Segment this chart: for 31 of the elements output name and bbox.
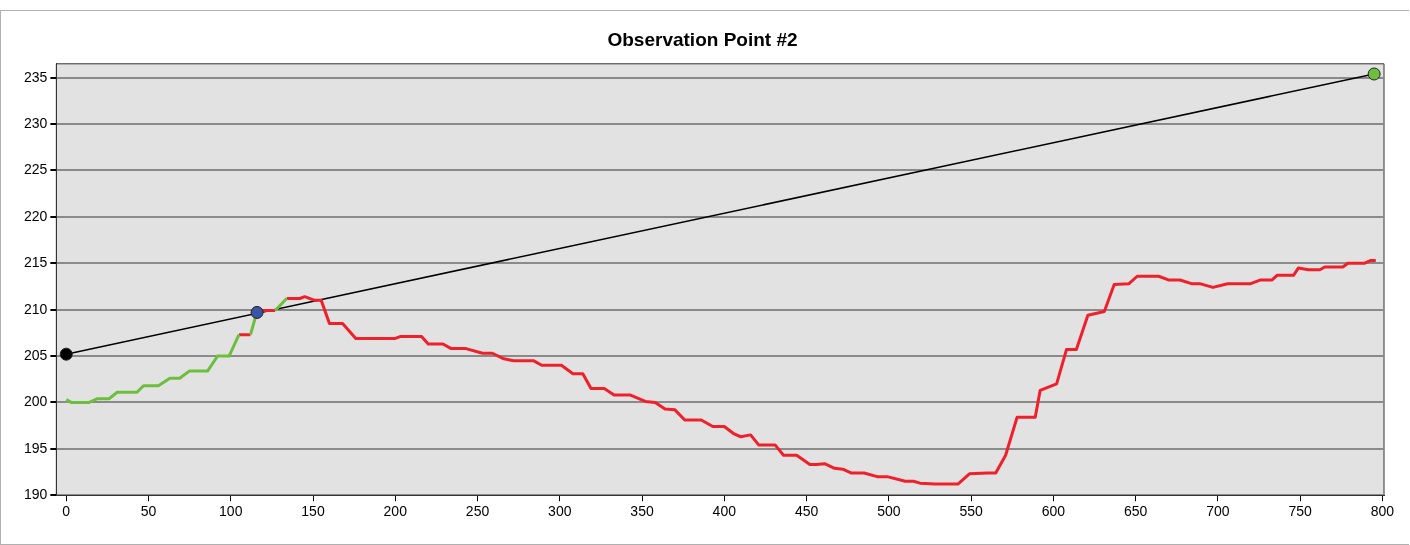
x-tick-label: 250: [465, 503, 490, 520]
x-tick-label: 100: [219, 503, 243, 520]
x-tick-label: 0: [62, 503, 71, 520]
point: [1367, 67, 1381, 81]
x-tick-label: 300: [548, 503, 572, 520]
x-tick-label: 600: [1041, 503, 1066, 520]
x-tick-label: 500: [877, 503, 901, 520]
y-tick-label: 230: [24, 114, 48, 131]
point: [59, 347, 73, 361]
y-tick-label: 205: [24, 346, 48, 363]
y-tick-label: 225: [24, 161, 48, 178]
x-tick-label: 200: [383, 503, 408, 520]
y-tick-label: 235: [24, 68, 48, 85]
y-tick-label: 220: [24, 207, 48, 224]
x-tick-label: 150: [301, 503, 325, 520]
x-tick-label: 350: [630, 503, 654, 520]
y-tick-label: 215: [24, 254, 48, 271]
x-tick-label: 800: [1370, 503, 1395, 520]
x-tick-label: 700: [1206, 503, 1230, 520]
x-tick-label: 50: [140, 503, 157, 520]
x-tick-label: 400: [712, 503, 737, 520]
point: [250, 305, 264, 319]
chart-title: Observation Point #2: [607, 28, 798, 50]
y-tick-label: 190: [24, 486, 48, 503]
x-tick-label: 750: [1288, 503, 1312, 520]
y-tick-label: 200: [24, 393, 48, 410]
y-tick-label: 210: [24, 300, 48, 317]
y-tick-label: 195: [24, 439, 48, 456]
x-tick-label: 550: [959, 503, 983, 520]
x-tick-label: 450: [794, 503, 819, 520]
x-tick-label: 650: [1123, 503, 1148, 520]
